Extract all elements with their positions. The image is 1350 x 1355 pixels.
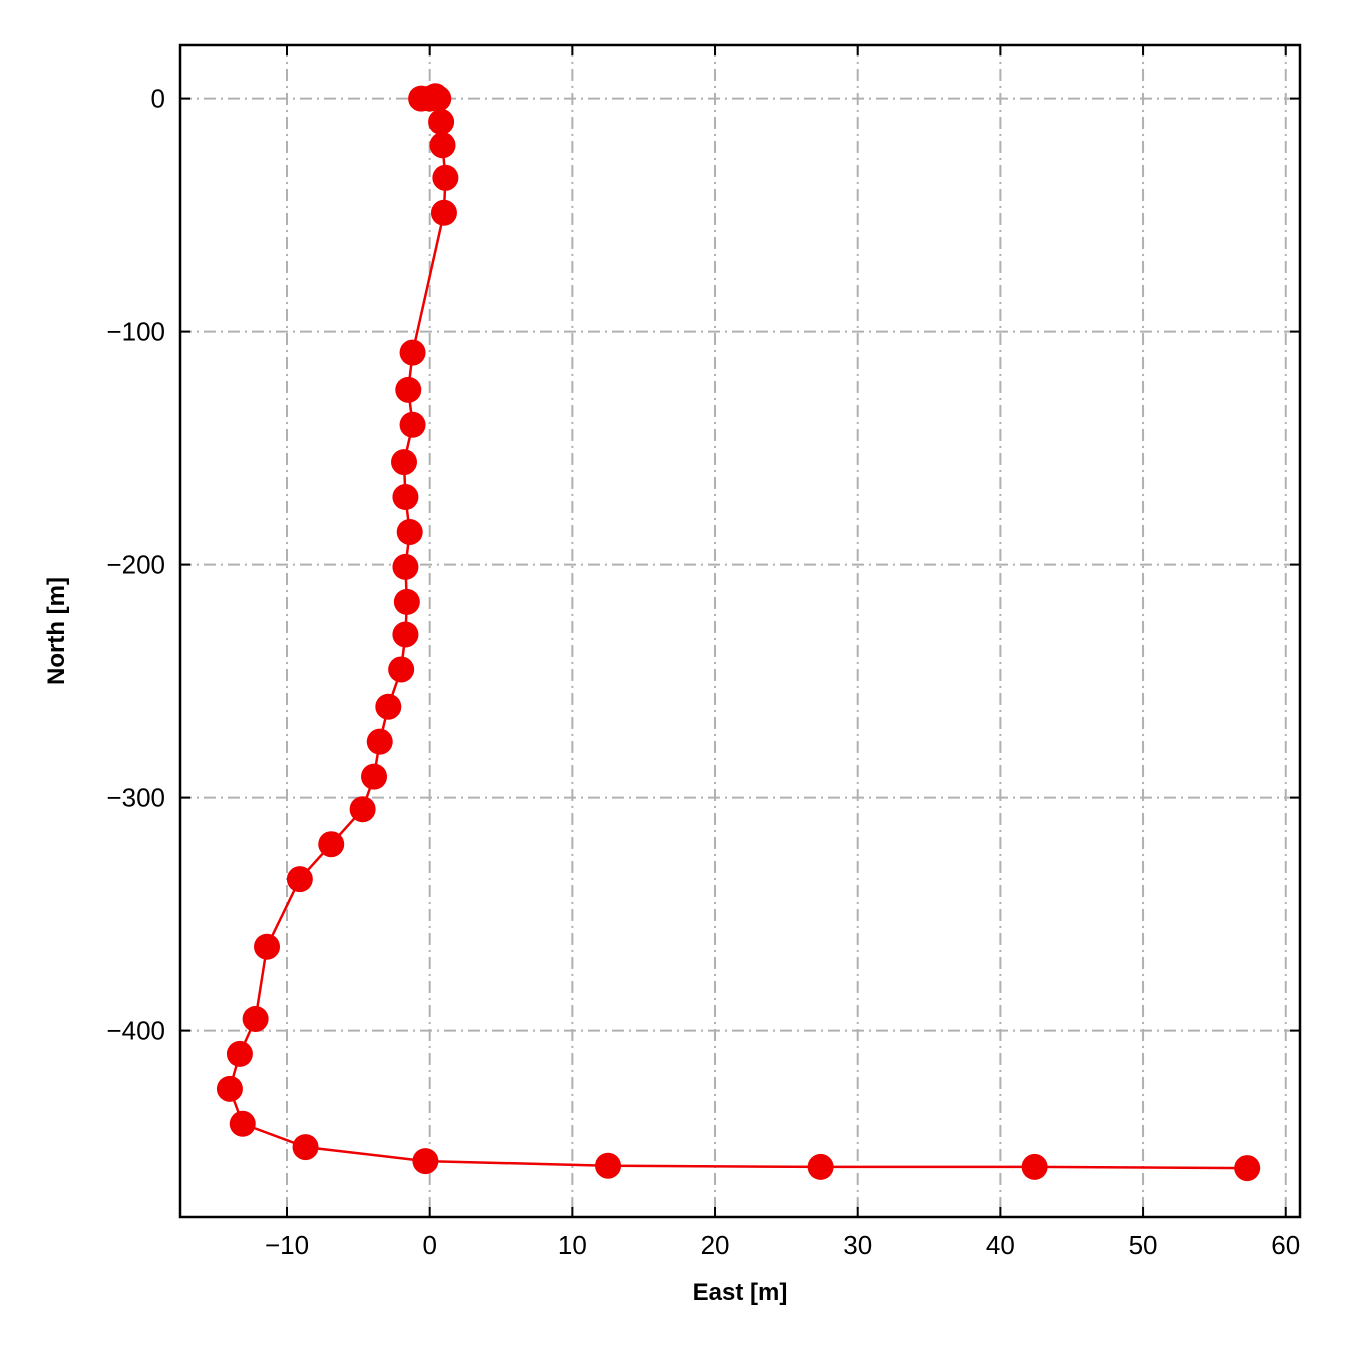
- trajectory-point: [366, 728, 393, 755]
- trajectory-point: [286, 866, 313, 893]
- trajectory-point: [226, 1040, 253, 1067]
- y-tick-label: −100: [106, 317, 165, 347]
- trajectory-point: [429, 132, 456, 159]
- trajectory-point: [392, 484, 419, 511]
- x-tick-label: 20: [701, 1230, 730, 1260]
- x-tick-labels: −10 0 10 20 30 40 50 60: [265, 1230, 1300, 1260]
- x-tick-label: 10: [558, 1230, 587, 1260]
- trajectory-point: [399, 339, 426, 366]
- trajectory-point: [391, 449, 417, 476]
- trajectory-point: [254, 933, 281, 960]
- trajectory-point: [428, 108, 455, 135]
- trajectory-point: [216, 1075, 243, 1102]
- trajectory-point: [425, 85, 452, 112]
- trajectory-point: [1021, 1153, 1048, 1180]
- trajectory-point: [375, 693, 402, 720]
- trajectory-point: [229, 1110, 256, 1137]
- trajectory-line: [228, 94, 1248, 1170]
- trajectory-point: [292, 1134, 319, 1161]
- y-tick-label: −300: [106, 783, 165, 813]
- trajectory-point: [392, 621, 419, 648]
- trajectory-point: [318, 831, 345, 858]
- x-tick-label: 50: [1129, 1230, 1158, 1260]
- trajectory-point: [395, 376, 422, 403]
- plot-frame: [178, 43, 1302, 1219]
- grid-lines: [180, 45, 1300, 1217]
- trajectory-point: [412, 1148, 439, 1175]
- trajectory-point: [393, 588, 420, 615]
- x-tick-label: 0: [422, 1230, 436, 1260]
- trajectory-point: [392, 553, 419, 580]
- y-tick-label: 0: [151, 84, 165, 114]
- tick-marks: [180, 45, 1300, 1217]
- x-tick-label: 60: [1271, 1230, 1300, 1260]
- trajectory-point: [361, 763, 388, 790]
- y-tick-label: −400: [106, 1016, 165, 1046]
- trajectory-point: [242, 1005, 269, 1032]
- x-tick-label: 40: [986, 1230, 1015, 1260]
- trajectory-point: [349, 796, 376, 823]
- trajectory-point: [432, 164, 459, 191]
- trajectory-point: [595, 1152, 622, 1179]
- trajectory-point: [807, 1153, 834, 1180]
- x-tick-label: 30: [843, 1230, 872, 1260]
- x-axis-title: East [m]: [693, 1279, 788, 1306]
- y-axis-title: North [m]: [43, 577, 70, 685]
- y-tick-labels: 0 −100 −200 −300 −400: [106, 84, 165, 1046]
- trajectory-point: [1234, 1155, 1261, 1182]
- y-tick-label: −200: [106, 550, 165, 580]
- trajectory-point: [388, 656, 415, 683]
- trajectory-point: [399, 411, 426, 438]
- x-tick-label: −10: [265, 1230, 309, 1260]
- series-layer: [216, 83, 1261, 1182]
- trajectory-point: [430, 199, 457, 226]
- trajectory-point: [396, 518, 423, 545]
